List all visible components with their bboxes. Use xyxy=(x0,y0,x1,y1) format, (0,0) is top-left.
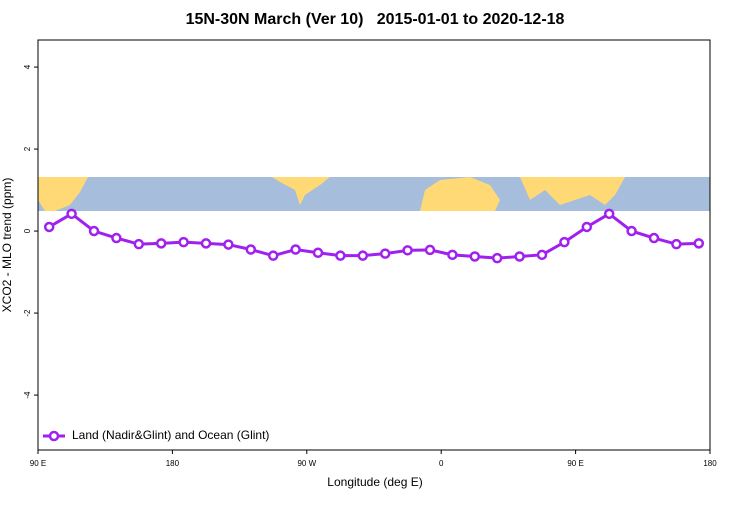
data-point xyxy=(43,221,55,233)
data-point xyxy=(626,225,637,237)
data-point xyxy=(66,208,77,220)
x-axis-label: Longitude (deg E) xyxy=(327,475,422,489)
data-point xyxy=(469,251,481,262)
data-point xyxy=(693,238,705,249)
data-point xyxy=(267,250,279,261)
y-tick-label: -4 xyxy=(23,391,32,399)
data-point xyxy=(536,249,548,261)
map-strip xyxy=(38,177,710,211)
data-point xyxy=(178,236,189,248)
data-point xyxy=(603,208,615,220)
data-point xyxy=(245,244,257,255)
y-tick-label: 4 xyxy=(23,64,32,69)
data-point xyxy=(402,245,413,256)
data-point xyxy=(200,238,212,249)
data-point xyxy=(290,244,301,255)
data-point xyxy=(155,238,167,249)
chart-title: 15N-30N March (Ver 10) 2015-01-01 to 202… xyxy=(186,11,565,28)
data-point xyxy=(559,236,570,248)
data-point xyxy=(133,238,145,250)
data-point xyxy=(648,232,660,244)
data-point xyxy=(424,244,436,256)
data-point xyxy=(223,239,234,250)
x-tick-label: 180 xyxy=(703,459,717,468)
data-point xyxy=(581,221,593,233)
y-tick-label: 0 xyxy=(23,228,32,233)
data-point xyxy=(671,238,682,250)
y-tick-label: -2 xyxy=(23,309,32,317)
plot-frame xyxy=(37,39,711,451)
data-point xyxy=(111,232,122,244)
x-tick-label: 0 xyxy=(439,459,444,468)
legend-marker xyxy=(48,430,60,442)
data-point xyxy=(491,252,503,264)
data-point xyxy=(357,250,369,261)
data-point xyxy=(312,247,324,259)
data-point xyxy=(88,225,100,237)
data-point xyxy=(335,250,346,261)
x-tick-label: 180 xyxy=(166,459,180,468)
data-point xyxy=(447,249,458,261)
y-axis-label: XCO2 - MLO trend (ppm) xyxy=(0,178,14,313)
x-tick-label: 90 W xyxy=(297,459,316,468)
data-point xyxy=(379,248,391,259)
series-line xyxy=(48,212,699,260)
x-tick-label: 90 E xyxy=(567,459,583,468)
legend-label: Land (Nadir&Glint) and Ocean (Glint) xyxy=(72,428,269,442)
x-tick-label: 90 E xyxy=(30,459,46,468)
data-point xyxy=(514,251,525,262)
y-tick-label: 2 xyxy=(23,146,32,151)
